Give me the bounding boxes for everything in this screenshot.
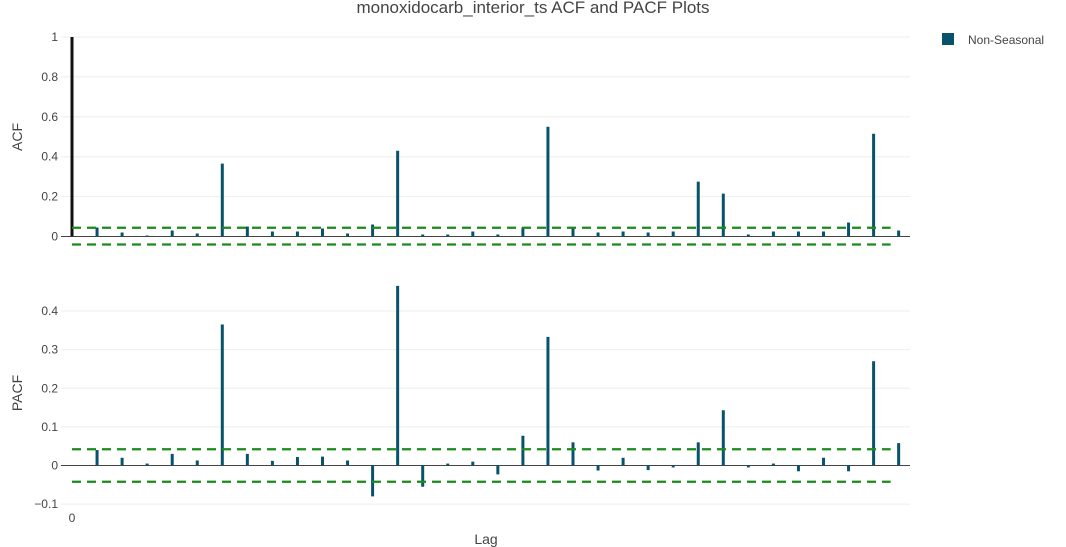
- x-axis-title: Lag: [474, 531, 497, 547]
- legend-swatch-non-seasonal: [942, 33, 954, 45]
- legend[interactable]: Non-Seasonal: [942, 33, 1044, 47]
- acf-panel: ACF 0 0.2 0.4 0.6 0.8 1: [9, 30, 910, 246]
- acf-y-axis-title: ACF: [9, 123, 25, 151]
- pacf-y-tick-label: 0.2: [41, 381, 58, 395]
- legend-label-non-seasonal: Non-Seasonal: [968, 33, 1044, 47]
- chart-title: monoxidocarb_interior_ts ACF and PACF Pl…: [356, 0, 709, 17]
- x-tick-label-0: 0: [69, 511, 76, 525]
- pacf-y-tick-label: 0.3: [41, 343, 58, 357]
- acf-y-tick-label: 0.2: [41, 190, 58, 204]
- acf-y-tick-label: 0.6: [41, 110, 58, 124]
- pacf-panel: PACF −0.1 0 0.1 0.2 0.3 0.4: [9, 285, 910, 511]
- pacf-y-tick-label: 0.4: [41, 304, 58, 318]
- pacf-y-tick-label: 0: [51, 459, 58, 473]
- acf-y-tick-label: 0: [51, 230, 58, 244]
- pacf-y-tick-label: −0.1: [34, 497, 58, 511]
- acf-y-tick-label: 1: [51, 30, 58, 44]
- acf-y-tick-label: 0.4: [41, 150, 58, 164]
- acf-y-tick-label: 0.8: [41, 70, 58, 84]
- pacf-y-axis-title: PACF: [9, 375, 25, 411]
- pacf-y-tick-label: 0.1: [41, 420, 58, 434]
